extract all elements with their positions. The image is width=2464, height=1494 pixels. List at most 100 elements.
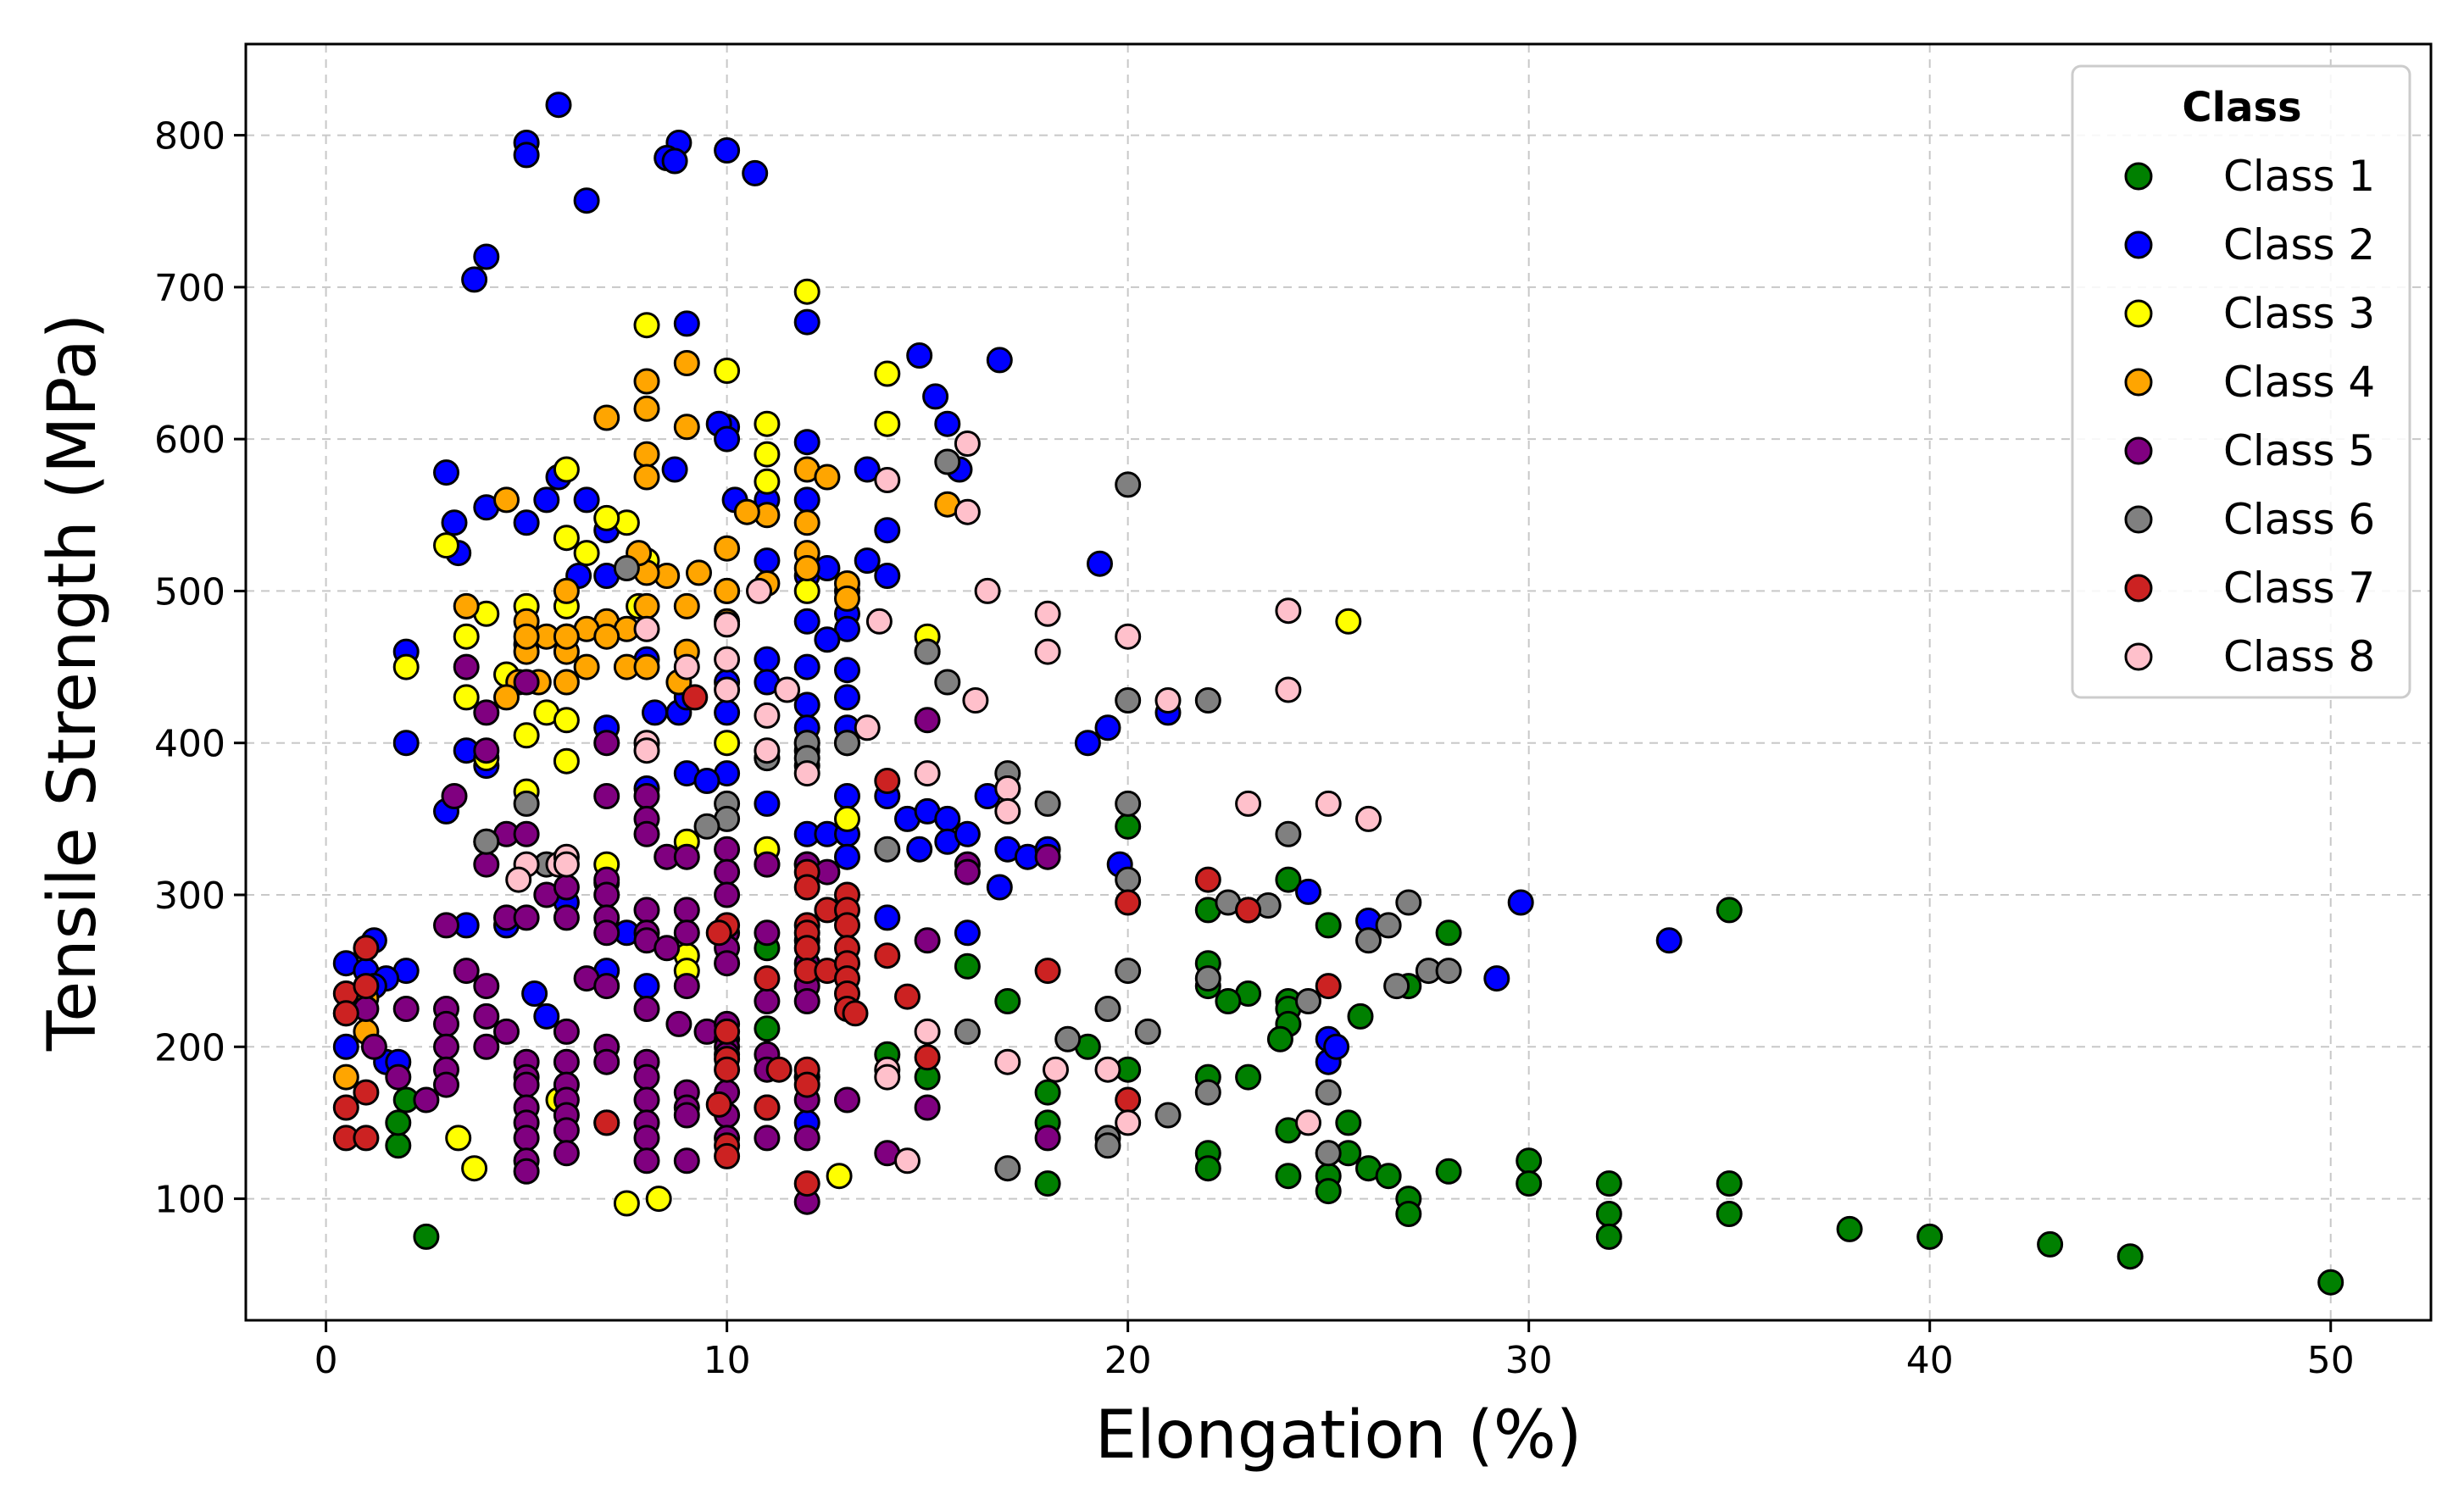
- y-tick-label: 700: [154, 267, 225, 310]
- legend-marker: [2124, 230, 2153, 259]
- point-class-5: [513, 820, 540, 847]
- y-tick-label: 300: [154, 875, 225, 918]
- point-class-5: [714, 881, 741, 908]
- point-class-6: [994, 1155, 1021, 1182]
- point-class-7: [593, 1109, 620, 1136]
- point-class-6: [1315, 1140, 1342, 1167]
- point-class-2: [854, 456, 881, 483]
- point-class-5: [673, 897, 700, 924]
- y-axis-label: Tensile Strength (MPa): [35, 314, 111, 1052]
- point-class-5: [513, 904, 540, 931]
- point-class-5: [513, 1158, 540, 1185]
- point-class-2: [986, 347, 1013, 374]
- point-class-2: [1483, 965, 1510, 992]
- point-class-4: [673, 592, 700, 619]
- y-tick-label: 100: [154, 1179, 225, 1222]
- point-class-8: [962, 687, 989, 714]
- point-class-8: [1115, 1109, 1142, 1136]
- point-class-6: [1355, 927, 1382, 954]
- point-class-8: [1235, 790, 1262, 817]
- point-class-5: [714, 950, 741, 977]
- point-class-5: [673, 1147, 700, 1175]
- point-class-1: [754, 1015, 781, 1042]
- point-class-8: [633, 737, 660, 764]
- point-class-8: [954, 498, 981, 525]
- point-class-2: [642, 699, 668, 726]
- point-class-6: [1383, 973, 1410, 1000]
- point-class-3: [645, 1186, 672, 1213]
- y-tick-label: 500: [154, 570, 225, 614]
- point-class-2: [834, 783, 860, 809]
- point-class-2: [906, 836, 933, 863]
- point-class-5: [1034, 1125, 1061, 1152]
- point-class-5: [473, 1002, 500, 1030]
- point-class-3: [453, 684, 480, 711]
- point-class-2: [906, 342, 933, 369]
- point-class-8: [914, 760, 941, 787]
- point-class-4: [814, 464, 841, 491]
- point-class-5: [513, 1071, 540, 1098]
- point-class-3: [714, 358, 741, 384]
- point-class-5: [553, 1018, 580, 1045]
- point-class-2: [461, 266, 488, 293]
- point-class-5: [673, 919, 700, 947]
- point-class-8: [994, 797, 1021, 825]
- point-class-7: [754, 1094, 781, 1121]
- point-class-4: [633, 653, 660, 680]
- point-class-5: [553, 874, 580, 901]
- point-class-2: [1655, 927, 1683, 954]
- point-class-2: [986, 874, 1013, 901]
- point-class-1: [1516, 1170, 1543, 1197]
- x-tick-label: 20: [1104, 1339, 1152, 1382]
- point-class-7: [834, 912, 860, 939]
- point-class-8: [874, 467, 901, 493]
- point-class-6: [914, 638, 941, 665]
- point-class-7: [714, 1018, 741, 1045]
- point-class-1: [1435, 919, 1462, 947]
- point-class-3: [826, 1163, 853, 1190]
- point-class-5: [473, 851, 500, 878]
- point-class-2: [793, 429, 820, 456]
- point-class-2: [834, 657, 860, 684]
- legend-marker: [2124, 505, 2153, 534]
- point-class-1: [1716, 897, 1743, 924]
- point-class-2: [793, 308, 820, 336]
- point-class-5: [593, 730, 620, 757]
- x-tick-label: 50: [2307, 1339, 2355, 1382]
- point-class-2: [714, 425, 741, 453]
- point-class-4: [686, 559, 712, 586]
- y-tick-label: 200: [154, 1026, 225, 1069]
- point-class-4: [493, 684, 520, 711]
- point-class-5: [914, 1094, 941, 1121]
- point-class-7: [714, 1056, 741, 1083]
- x-axis-label: Elongation (%): [1095, 1397, 1582, 1474]
- point-class-8: [914, 1018, 941, 1045]
- point-class-1: [1836, 1215, 1863, 1242]
- point-class-3: [754, 468, 781, 495]
- x-axis-ticks: 0 10 20 30 40 50: [314, 1320, 2355, 1382]
- point-class-8: [1275, 676, 1302, 703]
- point-class-8: [874, 1064, 901, 1091]
- point-class-6: [1154, 1102, 1182, 1129]
- point-class-1: [954, 952, 981, 980]
- point-class-3: [573, 540, 600, 567]
- point-class-5: [593, 919, 620, 947]
- point-class-8: [553, 851, 580, 878]
- point-class-4: [493, 486, 520, 514]
- point-class-1: [1375, 1163, 1402, 1190]
- point-class-7: [765, 1056, 793, 1083]
- point-class-6: [1115, 958, 1142, 985]
- point-class-2: [922, 383, 949, 410]
- point-class-5: [413, 1086, 440, 1114]
- point-class-8: [994, 775, 1021, 802]
- point-class-8: [673, 653, 700, 680]
- point-class-8: [746, 577, 772, 604]
- point-class-1: [385, 1132, 412, 1159]
- point-class-2: [533, 486, 560, 514]
- point-class-6: [1094, 1132, 1121, 1159]
- point-class-2: [473, 243, 500, 270]
- point-class-1: [413, 1223, 440, 1250]
- point-class-1: [1595, 1223, 1622, 1250]
- point-class-5: [593, 973, 620, 1000]
- point-class-1: [1115, 813, 1142, 840]
